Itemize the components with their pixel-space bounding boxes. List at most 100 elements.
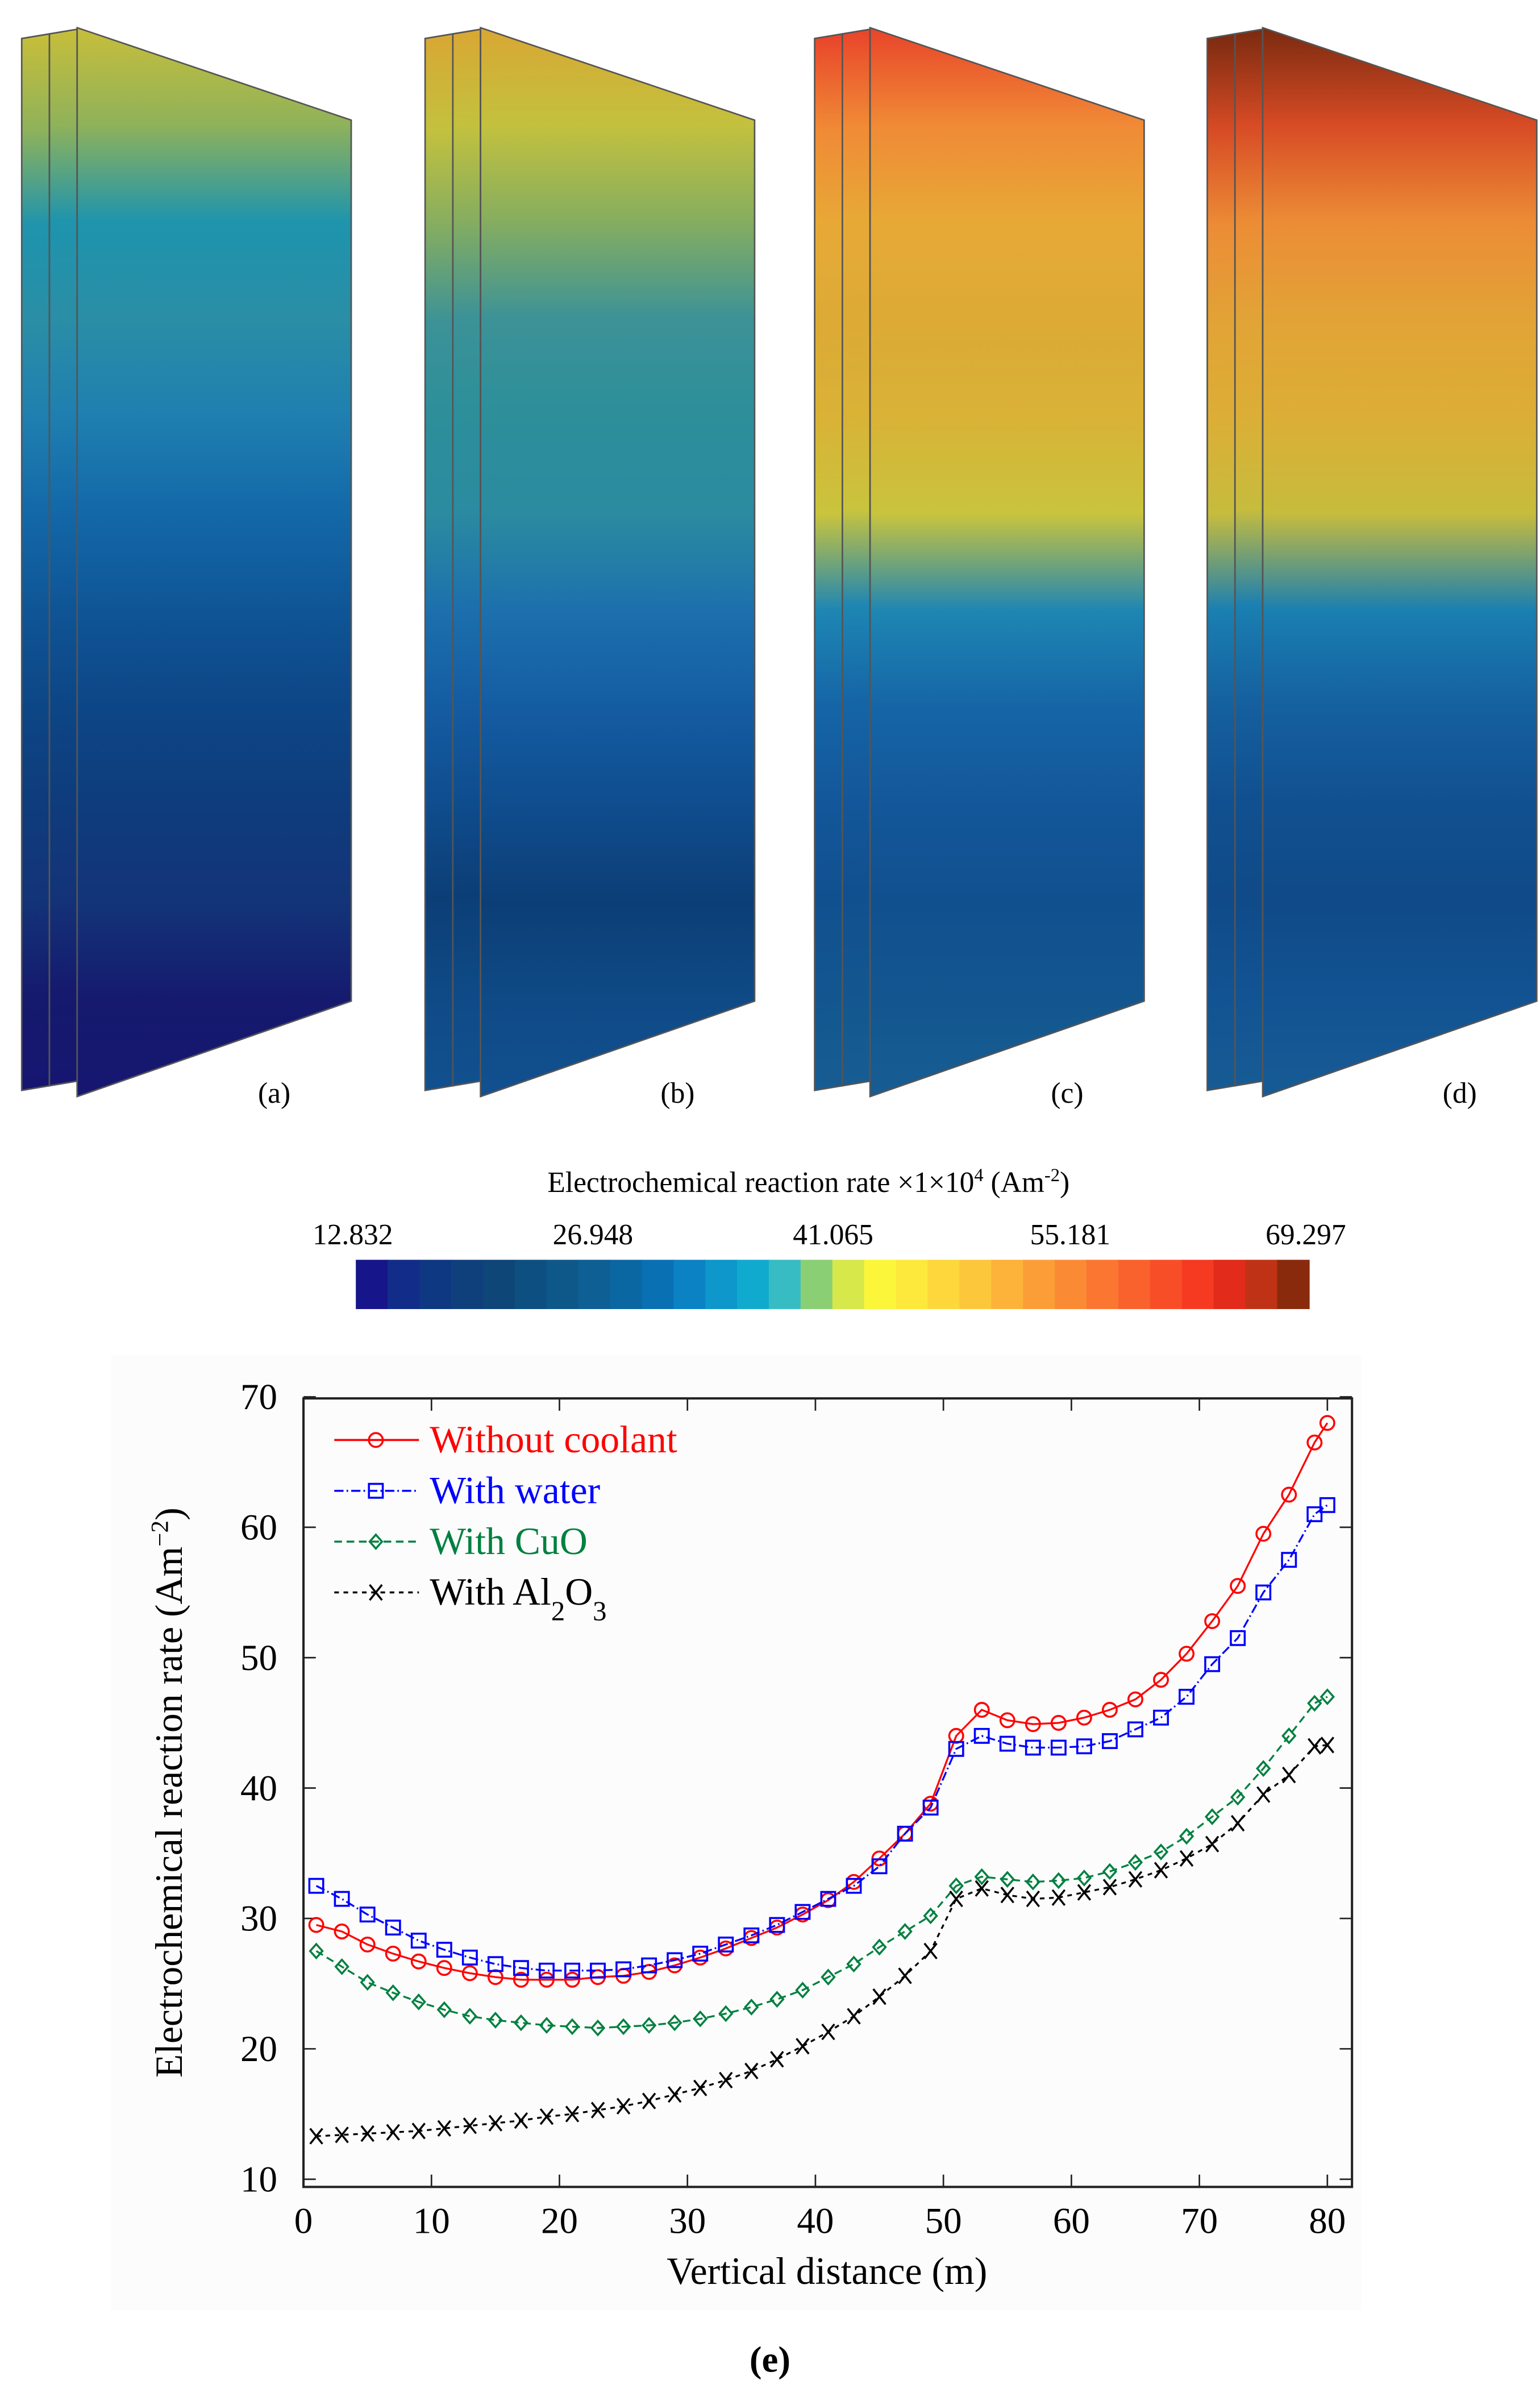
x-tick-label: 50: [925, 2201, 962, 2242]
data-point: [1025, 1873, 1040, 1891]
data-point: [616, 2097, 631, 2115]
data-point: [564, 1962, 580, 1979]
data-point: [615, 2018, 631, 2036]
data-point: [1127, 1854, 1143, 1871]
x-tick-label: 40: [797, 2201, 834, 2242]
data-point: [1255, 1584, 1272, 1601]
line-chart: 0 10 20 30 40 50 60 70 80 10 20 30 40 50 60 70 Without …: [111, 1355, 1362, 2381]
data-point: [411, 1993, 426, 2010]
x-tick-label: 60: [1053, 2201, 1090, 2242]
x-tick-label: 80: [1309, 2201, 1346, 2242]
back-sheet: [841, 28, 871, 1087]
data-point: [411, 2122, 426, 2140]
legend-marker: [368, 1482, 384, 1499]
series-line: [315, 1696, 1328, 2029]
data-point: [513, 2014, 529, 2032]
data-point: [973, 1702, 990, 1718]
y-tick-label: 50: [240, 1638, 277, 1679]
data-point: [872, 1988, 886, 2005]
colorbar-swatch: [451, 1260, 484, 1310]
data-point: [1102, 1863, 1118, 1880]
data-point: [385, 1984, 401, 2001]
data-point: [436, 1960, 452, 1976]
data-point: [334, 1924, 350, 1939]
data-point: [1205, 1835, 1219, 1852]
data-point: [898, 1967, 912, 1984]
back-sheet: [1206, 33, 1236, 1091]
legend-marker: [369, 1584, 383, 1601]
colorbar-swatch: [832, 1260, 865, 1310]
data-point: [1230, 1814, 1245, 1832]
y-tick-label: 10: [240, 2159, 277, 2200]
legend-label: Without coolant: [430, 1418, 677, 1461]
data-point: [975, 1880, 989, 1897]
colorbar-swatch: [482, 1260, 516, 1310]
data-point: [1077, 1884, 1092, 1901]
data-point: [1127, 1721, 1143, 1738]
data-point: [846, 1877, 862, 1894]
data-point: [309, 1942, 324, 1960]
legend-label: With water: [430, 1469, 600, 1511]
data-point: [974, 1868, 989, 1885]
data-point: [1256, 1786, 1271, 1803]
colorbar-swatch: [1055, 1260, 1088, 1310]
data-point: [436, 1942, 452, 1958]
data-point: [1000, 1887, 1014, 1904]
data-point: [1101, 1702, 1118, 1718]
data-point: [1281, 1727, 1297, 1744]
colorbar-swatch: [578, 1260, 611, 1310]
colorbar-swatch: [673, 1260, 706, 1310]
data-point: [1179, 1646, 1195, 1662]
back-sheet: [452, 28, 481, 1087]
data-point: [693, 2010, 708, 2028]
colorbar-swatch: [1023, 1260, 1056, 1310]
data-point: [642, 2092, 656, 2109]
colorbar-swatch: [642, 1260, 675, 1310]
data-point: [1102, 1879, 1117, 1896]
colorbar-swatch: [356, 1260, 389, 1310]
data-point: [590, 2019, 606, 2037]
panel-b: (b): [424, 26, 756, 1110]
data-point: [743, 1927, 760, 1943]
data-point: [360, 1974, 375, 1991]
data-point: [1306, 1506, 1323, 1522]
colorbar-tick: 12.832: [313, 1219, 393, 1251]
series-with-al: [309, 1737, 1335, 2145]
back-sheet: [424, 33, 454, 1091]
data-point: [359, 1906, 376, 1923]
colorbar-tick: 26.948: [553, 1219, 634, 1251]
data-point: [513, 1971, 529, 1988]
data-point: [1230, 1630, 1246, 1646]
data-point: [1282, 1767, 1296, 1784]
contour-panels: (a) (b) (c) (d): [20, 26, 1538, 1110]
legend-marker: [368, 1432, 384, 1448]
data-point: [667, 2086, 682, 2103]
colorbar-swatch: [959, 1260, 992, 1310]
data-point: [770, 2051, 784, 2068]
data-point: [539, 2108, 554, 2125]
colorbar-swatch: [864, 1260, 897, 1310]
series-with-water: [308, 1497, 1335, 1979]
data-point: [1153, 1672, 1169, 1688]
data-point: [744, 2062, 759, 2080]
data-point: [821, 1968, 836, 1986]
data-point: [923, 1907, 938, 1925]
figure-caption: (e): [750, 2340, 790, 2381]
data-point: [539, 1962, 555, 1979]
data-point: [846, 1955, 861, 1973]
data-point: [539, 1971, 555, 1988]
chart-background: [111, 1355, 1362, 2311]
data-point: [871, 1858, 888, 1875]
colorbar-swatch: [610, 1260, 643, 1310]
data-point: [539, 2017, 555, 2034]
y-tick-label: 40: [240, 1768, 277, 1809]
data-point: [999, 1735, 1015, 1752]
data-point: [769, 1917, 785, 1933]
colorbar-swatch: [1181, 1260, 1214, 1310]
panel-label: (c): [1051, 1077, 1083, 1110]
data-point: [820, 1891, 836, 1907]
data-point: [1128, 1871, 1143, 1888]
data-point: [513, 1960, 529, 1976]
data-point: [564, 2018, 580, 2036]
